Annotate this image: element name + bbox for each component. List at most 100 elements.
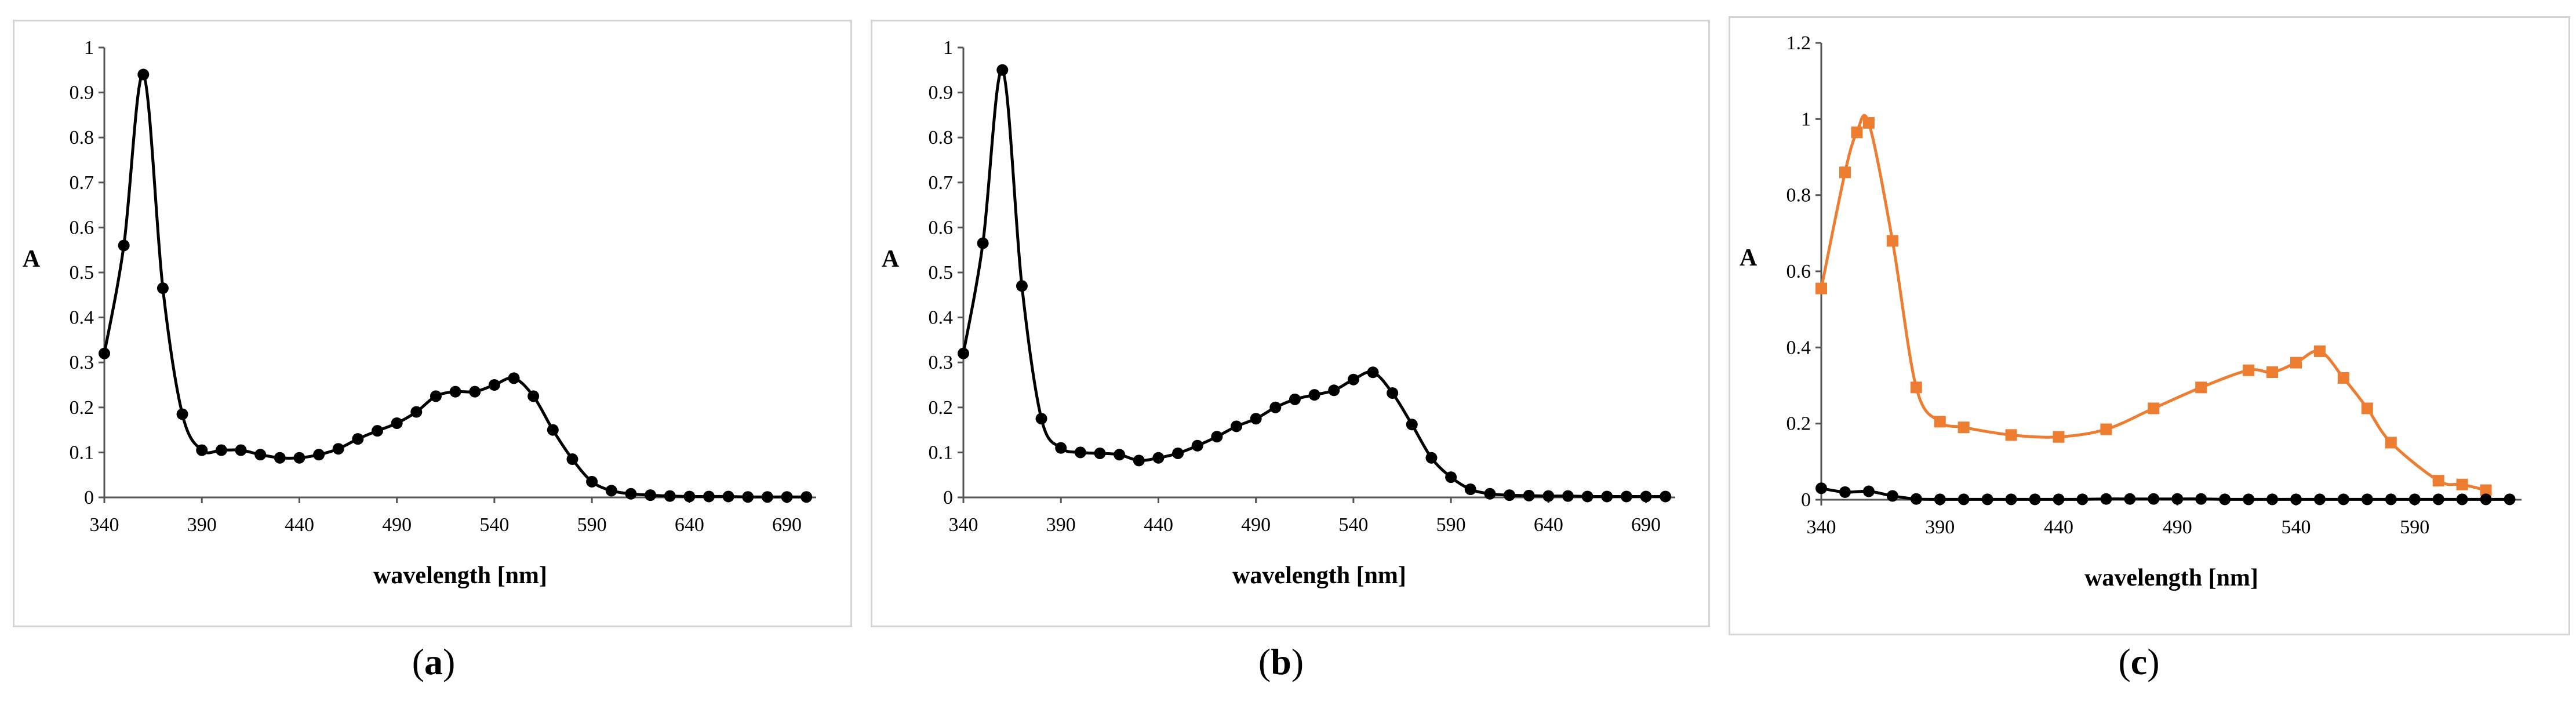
- caption-a-close: ): [443, 641, 456, 682]
- data-point-b-0: [1035, 413, 1047, 425]
- y-tick-label-a: 0.6: [70, 217, 94, 238]
- data-point-b-0: [1250, 413, 1262, 425]
- data-point-c-1: [1815, 482, 1827, 495]
- data-point-c-1: [2005, 493, 2017, 506]
- data-point-b-0: [1211, 431, 1223, 443]
- data-point-b-0: [1152, 452, 1165, 464]
- data-point-a-0: [410, 406, 423, 418]
- data-point-b-0: [1347, 373, 1359, 386]
- data-point-c-0: [2148, 402, 2160, 415]
- x-tick-label-b: 390: [1046, 514, 1076, 536]
- data-point-a-0: [449, 386, 461, 398]
- chart-b: 0 0.1 0.2 0.3 0.4 0.5 0.6 0.7 0.8 0.9 1 340 390 440 49…: [882, 37, 1675, 589]
- data-point-b-0: [1191, 439, 1203, 452]
- data-point-c-1: [2195, 493, 2207, 505]
- data-point-b-0: [1289, 393, 1301, 405]
- data-point-c-0: [1910, 381, 1922, 394]
- y-tick-label-a: 0: [84, 487, 94, 508]
- data-point-a-0: [332, 443, 344, 455]
- y-tick-label-c: 0.6: [1787, 261, 1811, 282]
- y-tick-label-b: 0.3: [929, 352, 954, 373]
- y-tick-label-a: 1: [84, 37, 94, 59]
- data-point-b-0: [1387, 387, 1399, 399]
- data-point-b-0: [1425, 452, 1438, 464]
- y-tick-label-b: 0.4: [929, 307, 954, 329]
- x-tick-label-c: 340: [1807, 517, 1836, 538]
- data-point-c-1: [1958, 493, 1970, 506]
- data-point-b-0: [1542, 490, 1555, 502]
- data-point-c-1: [2053, 493, 2065, 506]
- data-point-a-0: [352, 433, 364, 445]
- data-point-a-0: [215, 444, 227, 456]
- data-point-b-0: [1504, 489, 1516, 501]
- data-point-b-0: [1172, 447, 1184, 459]
- data-point-c-1: [1981, 493, 1993, 506]
- data-point-c-0: [1862, 117, 1875, 129]
- x-tick-label-b: 590: [1436, 514, 1466, 536]
- x-tick-label-c: 440: [2044, 517, 2073, 538]
- data-point-a-0: [274, 452, 286, 464]
- data-point-a-0: [645, 489, 657, 501]
- data-point-b-0: [1445, 471, 1457, 483]
- data-point-c-0: [2005, 429, 2017, 441]
- y-tick-label-b: 0.2: [929, 397, 954, 419]
- data-point-a-0: [508, 372, 520, 384]
- chart-a: 0 0.1 0.2 0.3 0.4 0.5 0.6 0.7 0.8 0.9 1 340 390 440 49…: [23, 37, 816, 589]
- data-point-b-0: [1016, 280, 1028, 292]
- data-point-c-1: [1862, 485, 1875, 497]
- data-point-a-0: [801, 491, 813, 503]
- x-tick-label-a: 640: [675, 514, 704, 536]
- caption-a: (a): [347, 641, 521, 683]
- data-point-b-0: [1094, 447, 1106, 459]
- data-point-c-1: [2385, 493, 2397, 506]
- data-point-b-0: [1660, 490, 1672, 503]
- data-point-c-0: [2432, 475, 2444, 487]
- data-point-c-1: [2432, 493, 2444, 506]
- data-point-c-1: [2361, 493, 2373, 506]
- data-point-a-0: [137, 68, 150, 81]
- data-point-a-0: [118, 239, 130, 252]
- data-point-c-1: [2266, 493, 2279, 506]
- data-point-b-0: [1640, 490, 1652, 503]
- data-point-a-0: [781, 491, 793, 503]
- data-point-a-0: [391, 417, 403, 429]
- data-point-b-0: [1231, 420, 1243, 432]
- x-tick-label-a: 590: [577, 514, 607, 536]
- panel-a-frame: [13, 20, 852, 627]
- y-tick-label-b: 0.9: [929, 82, 954, 104]
- data-point-b-0: [1406, 419, 1418, 431]
- data-point-c-0: [1815, 282, 1827, 294]
- data-point-c-0: [2053, 431, 2065, 443]
- data-point-c-1: [1934, 493, 1946, 506]
- chart-c: 0 0.2 0.4 0.6 0.8 1 1.2 340 390 440 490 540 590 wavel…: [1740, 32, 2522, 591]
- x-tick-label-c: 490: [2163, 517, 2192, 538]
- caption-c: (c): [2052, 641, 2226, 683]
- y-tick-label-a: 0.4: [70, 307, 94, 329]
- data-point-b-0: [1055, 442, 1067, 454]
- y-tick-label-a: 0.7: [70, 172, 94, 194]
- data-point-a-0: [703, 490, 715, 503]
- data-point-c-0: [2100, 423, 2112, 435]
- x-tick-label-a: 390: [187, 514, 217, 536]
- data-point-c-0: [2313, 345, 2326, 357]
- y-tick-label-b: 1: [943, 37, 953, 59]
- data-point-c-0: [1934, 416, 1946, 428]
- data-point-b-0: [996, 64, 1009, 76]
- caption-a-letter: a: [424, 641, 443, 682]
- y-axis-title-a: A: [23, 246, 41, 272]
- data-point-c-1: [2219, 493, 2231, 506]
- data-point-b-0: [1074, 446, 1086, 459]
- y-tick-label-a: 0.8: [70, 127, 94, 148]
- data-point-b-0: [1562, 490, 1574, 502]
- data-point-a-0: [157, 282, 169, 294]
- data-point-b-0: [1114, 449, 1126, 461]
- x-tick-label-b: 690: [1631, 514, 1661, 536]
- x-tick-label-c: 590: [2400, 517, 2429, 538]
- data-point-c-1: [1910, 493, 1922, 505]
- y-tick-label-b: 0.5: [929, 262, 954, 283]
- data-point-c-1: [2313, 493, 2326, 506]
- x-tick-label-c: 540: [2281, 517, 2311, 538]
- data-point-c-1: [1839, 486, 1851, 498]
- data-point-b-0: [1620, 490, 1632, 503]
- data-point-a-0: [664, 490, 676, 502]
